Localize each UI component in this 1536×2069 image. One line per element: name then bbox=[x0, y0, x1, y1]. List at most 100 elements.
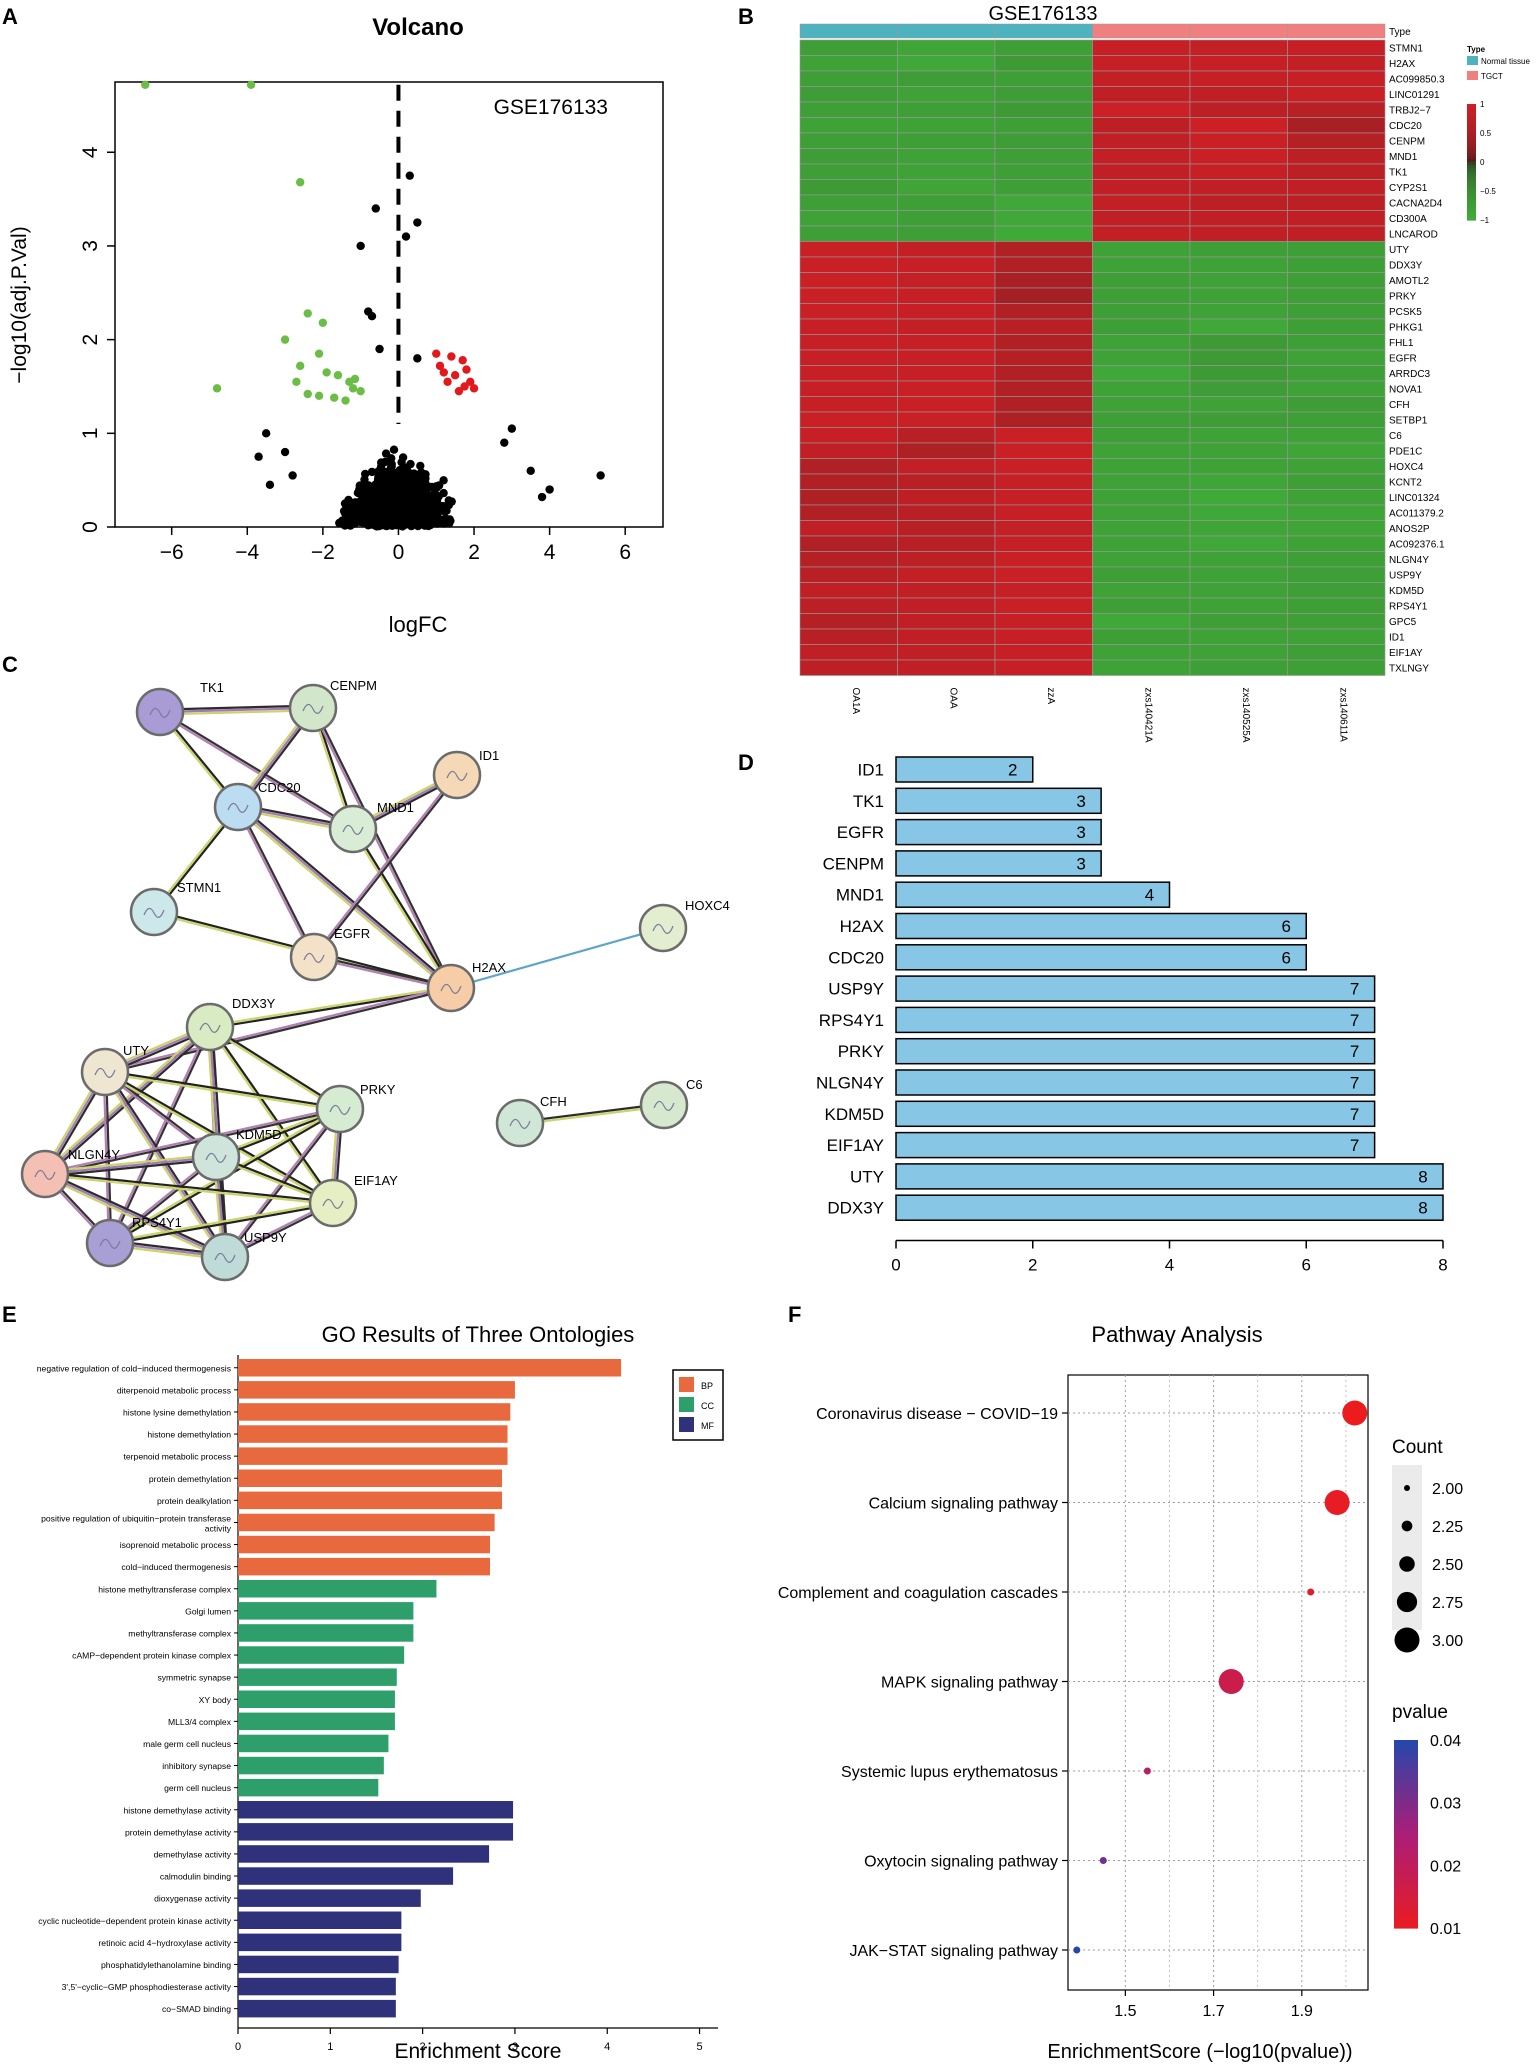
go-bar bbox=[238, 1513, 495, 1532]
heatmap-gene-label: LINC01291 bbox=[1389, 90, 1440, 101]
volcano-point-ns bbox=[545, 485, 554, 494]
volcano-ns-point bbox=[350, 519, 359, 528]
colorbar-segment bbox=[1467, 109, 1476, 114]
heatmap-cell bbox=[1287, 225, 1386, 242]
heatmap-gene-label: PCSK5 bbox=[1389, 307, 1422, 318]
go-term-label: calmodulin binding bbox=[160, 1872, 231, 1882]
pvalue-colorbar-segment bbox=[1394, 1923, 1418, 1929]
panel-label-b: B bbox=[738, 4, 754, 29]
pvalue-colorbar-segment bbox=[1394, 1857, 1418, 1863]
heatmap-cell bbox=[799, 272, 898, 289]
pathway-x-tick-label: 1.7 bbox=[1202, 2003, 1224, 2020]
heatmap-cell bbox=[799, 39, 898, 56]
go-bar bbox=[238, 1359, 622, 1377]
protein-structure-icon bbox=[342, 824, 364, 835]
heatmap-cell bbox=[1092, 473, 1191, 490]
volcano-point-up bbox=[469, 384, 479, 393]
heatmap-cell bbox=[1092, 287, 1191, 304]
heatmap-cell bbox=[1287, 566, 1386, 583]
heatmap-cell bbox=[1287, 318, 1386, 335]
heatmap-cell bbox=[897, 489, 996, 506]
degree-value-label: 7 bbox=[1350, 1042, 1359, 1061]
degree-category-label: DDX3Y bbox=[827, 1199, 884, 1218]
degree-marks: ID1 2 TK1 3 EGFR 3 CENPM 3 MND1 4 H2AX 6 CDC20 6 USP9Y… bbox=[816, 756, 1448, 1275]
heatmap-gene-label: AC092376.1 bbox=[1389, 540, 1445, 551]
heatmap-cell bbox=[994, 303, 1093, 320]
heatmap-cell bbox=[897, 210, 996, 227]
degree-bar bbox=[895, 1194, 1444, 1221]
volcano-ns-point bbox=[428, 492, 437, 501]
heatmap-cell bbox=[1287, 411, 1386, 428]
heatmap-cell bbox=[1092, 551, 1191, 568]
pvalue-colorbar-segment bbox=[1394, 1749, 1418, 1755]
heatmap-cell bbox=[1287, 272, 1386, 289]
degree-x-tick-label: 2 bbox=[1028, 1256, 1037, 1275]
volcano-ns-point bbox=[379, 509, 388, 518]
pathway-term-label: Coronavirus disease − COVID−19 bbox=[816, 1406, 1058, 1423]
degree-category-label: H2AX bbox=[840, 917, 884, 936]
pvalue-colorbar-segment bbox=[1394, 1848, 1418, 1854]
heatmap-cell bbox=[799, 318, 898, 335]
volcano-point-down bbox=[292, 377, 301, 386]
degree-value-label: 8 bbox=[1418, 1167, 1427, 1186]
heatmap-cell bbox=[897, 70, 996, 87]
heatmap-cell bbox=[799, 535, 898, 552]
colorbar-segment bbox=[1467, 121, 1476, 125]
heatmap-cell bbox=[994, 132, 1093, 149]
heatmap-cell bbox=[897, 582, 996, 599]
heatmap-cell bbox=[1092, 427, 1191, 444]
count-legend-title: Count bbox=[1392, 1437, 1443, 1458]
heatmap-gene-label: ID1 bbox=[1389, 633, 1405, 644]
heatmap-cell bbox=[1287, 117, 1386, 134]
volcano-point-up bbox=[432, 349, 441, 358]
pvalue-legend-label: 0.01 bbox=[1430, 1921, 1461, 1938]
degree-value-label: 6 bbox=[1282, 917, 1291, 936]
volcano-ns-point bbox=[391, 481, 401, 490]
heatmap-cell bbox=[994, 380, 1093, 397]
heatmap-cell bbox=[1189, 489, 1288, 506]
volcano-axes: −6 −4 −2 0 2 4 6 0 1 2 3 4 bbox=[79, 146, 631, 564]
degree-value-label: 7 bbox=[1350, 1136, 1359, 1155]
heatmap-cell bbox=[799, 194, 898, 211]
heatmap-gene-label: CENPM bbox=[1389, 137, 1425, 148]
volcano-point-ns bbox=[356, 241, 365, 251]
protein-structure-icon bbox=[94, 1067, 116, 1078]
heatmap-cell bbox=[1189, 582, 1288, 599]
go-bar bbox=[238, 1557, 490, 1576]
network-edge bbox=[109, 1200, 333, 1243]
volcano-point-up bbox=[447, 352, 456, 361]
heatmap-cell bbox=[1092, 70, 1191, 87]
heatmap-cell bbox=[1287, 179, 1386, 196]
heatmap-cell bbox=[897, 365, 996, 382]
network-node-label: CDC20 bbox=[258, 780, 301, 795]
heatmap-cell bbox=[994, 427, 1093, 444]
pvalue-colorbar-segment bbox=[1394, 1899, 1418, 1906]
heatmap-cell bbox=[994, 179, 1093, 196]
pvalue-colorbar-segment bbox=[1394, 1843, 1418, 1849]
network-edge bbox=[312, 773, 457, 957]
count-legend-label: 2.75 bbox=[1432, 1595, 1463, 1612]
heatmap-cell bbox=[897, 132, 996, 149]
heatmap-cell bbox=[1092, 628, 1191, 645]
go-bar bbox=[238, 1491, 502, 1510]
volcano-marks bbox=[141, 80, 605, 531]
degree-bar bbox=[895, 944, 1307, 971]
go-term-label: activity bbox=[205, 1523, 232, 1533]
heatmap-cell bbox=[1092, 520, 1191, 537]
volcano-ns-point bbox=[374, 472, 383, 481]
heatmap-gene-label: NOVA1 bbox=[1389, 385, 1423, 396]
go-term-label: histone lysine demethylation bbox=[123, 1407, 231, 1417]
heatmap-sample-label: zxs140525A bbox=[1240, 688, 1251, 743]
network-node-label: DDX3Y bbox=[232, 996, 276, 1011]
volcano-x-tick-label: −6 bbox=[160, 541, 184, 564]
go-legend-swatch bbox=[679, 1417, 694, 1432]
go-legend-swatch bbox=[679, 1377, 694, 1392]
heatmap-cell bbox=[897, 427, 996, 444]
go-bar bbox=[238, 1535, 490, 1554]
degree-category-label: RPS4Y1 bbox=[819, 1011, 884, 1030]
heatmap-cell bbox=[1189, 117, 1288, 134]
pvalue-colorbar-segment bbox=[1394, 1834, 1418, 1840]
heatmap-cell bbox=[994, 411, 1093, 428]
heatmap-cell bbox=[994, 597, 1093, 614]
heatmap-cell bbox=[897, 225, 996, 242]
